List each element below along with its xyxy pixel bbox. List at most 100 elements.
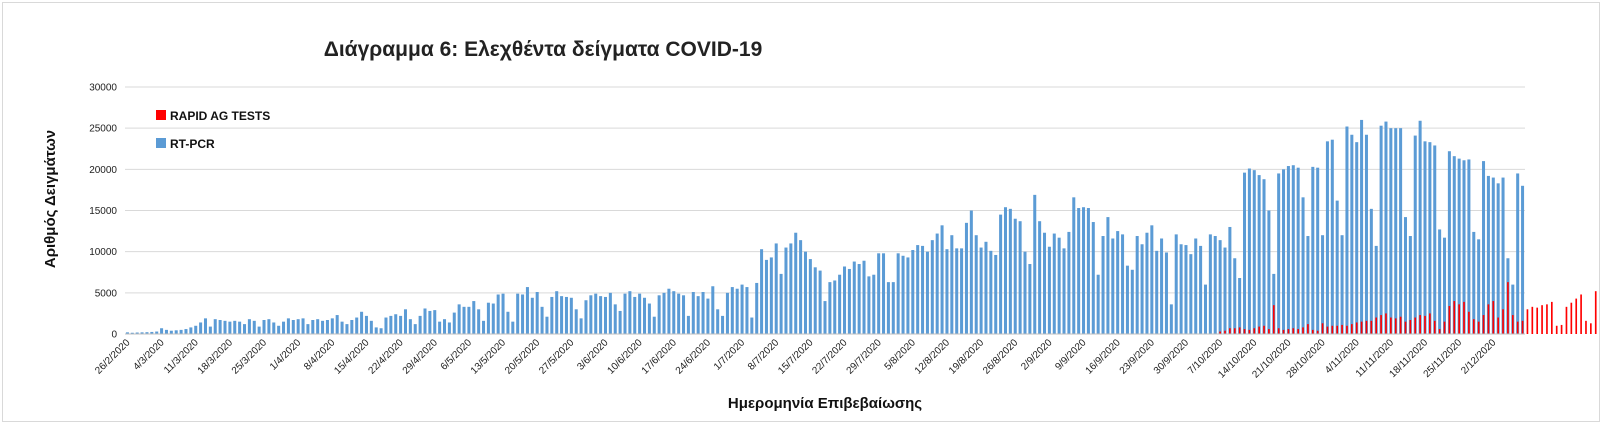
rt-pcr-bar — [1160, 238, 1164, 334]
rt-pcr-bar — [1360, 119, 1364, 335]
rapid-ag-bar — [1551, 301, 1553, 334]
y-axis-title: Αριθμός Δειγμάτων — [42, 130, 59, 268]
rapid-ag-bars — [1219, 282, 1597, 334]
rt-pcr-bar — [1140, 244, 1144, 334]
rt-pcr-bar — [130, 332, 134, 334]
y-tick-label: 30000 — [89, 83, 117, 94]
rt-pcr-bar — [901, 255, 905, 334]
rt-pcr-bar — [1423, 141, 1427, 334]
legend: RAPID AG TESTS RT-PCR — [156, 109, 270, 151]
rt-pcr-bar — [1306, 236, 1310, 334]
rapid-ag-bar — [1419, 315, 1421, 334]
rt-pcr-bar — [203, 318, 207, 334]
rt-pcr-bar — [989, 250, 993, 334]
rt-pcr-bar — [725, 292, 729, 334]
rapid-ag-bar — [1433, 320, 1436, 334]
rt-pcr-bar — [189, 327, 193, 334]
rapid-ag-bar — [1555, 325, 1558, 334]
rt-pcr-bar — [813, 267, 817, 334]
rapid-ag-bar — [1287, 329, 1290, 334]
rt-pcr-bar — [706, 298, 710, 334]
rt-pcr-bar — [760, 249, 764, 334]
rt-pcr-bar — [608, 292, 612, 334]
rt-pcr-bar — [286, 318, 290, 334]
rt-pcr-bar — [364, 315, 368, 334]
rt-pcr-bar — [1018, 221, 1022, 334]
rapid-ag-bar — [1316, 330, 1319, 334]
rt-pcr-bar — [594, 293, 598, 334]
legend-swatch-rt-pcr — [156, 138, 166, 148]
rt-pcr-bar — [530, 297, 534, 334]
rt-pcr-bar — [301, 318, 305, 334]
x-tick-label: 26/8/2020 — [981, 337, 1021, 377]
rt-pcr-bar — [355, 317, 359, 334]
rt-pcr-bar — [360, 311, 364, 334]
rt-pcr-bar — [1369, 208, 1373, 334]
rapid-ag-bar — [1477, 321, 1480, 334]
x-tick-label: 30/9/2020 — [1152, 337, 1192, 377]
rt-pcr-bar — [1389, 128, 1393, 334]
rt-pcr-bar — [1482, 161, 1486, 334]
rt-pcr-bar — [1296, 167, 1300, 334]
chart-title: Διάγραμμα 6: Ελεχθέντα δείγματα COVID-19 — [324, 38, 763, 61]
rt-pcr-bar — [340, 321, 344, 334]
rapid-ag-bar — [1224, 330, 1226, 334]
covid-samples-chart: Διάγραμμα 6: Ελεχθέντα δείγματα COVID-19… — [42, 38, 1597, 412]
rapid-ag-bar — [1321, 323, 1324, 334]
rt-pcr-bar — [1516, 173, 1520, 334]
legend-label-rt-pcr: RT-PCR — [170, 137, 215, 151]
rapid-ag-bar — [1268, 329, 1270, 334]
rt-pcr-bar — [521, 294, 525, 334]
rt-pcr-bar — [1379, 125, 1383, 334]
rt-pcr-bar — [569, 297, 573, 334]
rt-pcr-bar — [477, 309, 481, 334]
rt-pcr-bar — [423, 308, 427, 334]
x-axis-title: Ημερομηνία Επιβεβαίωσης — [728, 395, 922, 412]
rt-pcr-bar — [1164, 252, 1168, 334]
rapid-ag-bar — [1351, 324, 1353, 334]
rt-pcr-bar — [1252, 170, 1256, 334]
rt-pcr-bar — [613, 304, 617, 334]
rt-pcr-bar — [457, 304, 461, 334]
rt-pcr-bar — [1521, 185, 1525, 334]
rt-pcr-bar — [1038, 221, 1042, 334]
rapid-ag-bar — [1497, 317, 1499, 334]
rt-pcr-bar — [686, 315, 690, 334]
rapid-ag-bar — [1394, 318, 1397, 334]
x-tick-label: 12/8/2020 — [913, 337, 953, 377]
rt-pcr-bar — [1238, 278, 1242, 334]
rt-pcr-bar — [740, 284, 744, 334]
rt-pcr-bar — [150, 331, 154, 334]
rt-pcr-bar — [838, 274, 842, 334]
rt-pcr-bar — [730, 287, 734, 334]
rt-pcr-bar — [213, 319, 217, 334]
rt-pcr-bar — [1203, 284, 1207, 334]
rt-pcr-bar — [296, 319, 300, 334]
rt-pcr-bar — [1194, 238, 1198, 334]
rt-pcr-bar — [184, 329, 188, 334]
rt-pcr-bar — [1447, 151, 1451, 334]
rt-pcr-bar — [1403, 217, 1407, 334]
x-tick-label: 8/4/2020 — [302, 337, 338, 373]
rt-pcr-bar — [325, 320, 329, 334]
rt-pcr-bar — [945, 249, 949, 334]
rapid-ag-bar — [1355, 322, 1358, 334]
rt-pcr-bar — [940, 225, 944, 334]
rt-pcr-bar — [1213, 236, 1217, 334]
x-tick-label: 25/3/2020 — [230, 337, 270, 377]
rt-pcr-bar — [862, 260, 866, 334]
rt-pcr-bar — [140, 332, 144, 334]
rt-pcr-bar — [218, 320, 222, 334]
rt-pcr-bar — [1452, 156, 1456, 334]
rt-pcr-bar — [243, 324, 247, 334]
rt-pcr-bar — [564, 296, 568, 334]
rt-pcr-bar — [1013, 218, 1017, 334]
rt-pcr-bar — [1428, 142, 1432, 334]
rapid-ag-bar — [1507, 282, 1509, 334]
rapid-ag-bar — [1468, 311, 1470, 334]
rapid-ag-bar — [1511, 315, 1514, 334]
legend-label-rapid-ag: RAPID AG TESTS — [170, 109, 270, 123]
rapid-ag-bar — [1385, 313, 1387, 334]
x-tick-label: 26/2/2020 — [93, 337, 133, 377]
rt-pcr-bar — [1335, 200, 1339, 334]
